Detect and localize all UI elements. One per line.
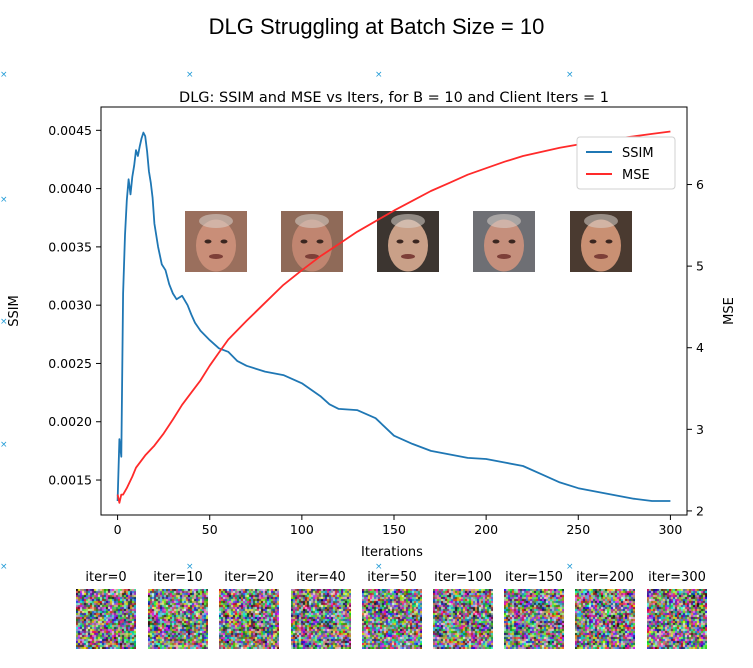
chart-lines bbox=[116, 130, 671, 504]
reconstruction-label: iter=40 bbox=[296, 570, 346, 585]
noise-reconstruction-image bbox=[575, 589, 635, 649]
x-tick-label: 250 bbox=[566, 522, 590, 537]
face-thumbnail-3 bbox=[377, 211, 439, 272]
reconstruction-label: iter=50 bbox=[367, 570, 417, 585]
face-thumbnail-5 bbox=[570, 211, 632, 272]
noise-reconstruction-image bbox=[362, 589, 422, 649]
reconstruction-label: iter=200 bbox=[576, 570, 634, 585]
y-axis-right-label: MSE bbox=[722, 297, 737, 325]
face-thumbnail-1 bbox=[185, 211, 247, 272]
x-tick-label: 50 bbox=[202, 522, 218, 537]
corner-marker: × bbox=[186, 562, 194, 572]
noise-reconstruction-image bbox=[219, 589, 279, 649]
y-left-tick-label: 0.0035 bbox=[48, 239, 92, 254]
x-tick-label: 0 bbox=[114, 522, 122, 537]
corner-marker: × bbox=[566, 70, 574, 80]
y-left-tick-label: 0.0040 bbox=[48, 181, 92, 196]
corner-marker: × bbox=[375, 562, 383, 572]
figure-title: DLG Struggling at Batch Size = 10 bbox=[208, 14, 545, 39]
face-thumbnails bbox=[185, 211, 632, 272]
y-right-tick-label: 4 bbox=[696, 340, 704, 355]
legend: SSIM MSE bbox=[576, 136, 676, 190]
reconstruction-label: iter=300 bbox=[648, 570, 706, 585]
reconstruction-label: iter=10 bbox=[153, 570, 203, 585]
y-right-tick-label: 6 bbox=[696, 177, 704, 192]
face-thumbnail-4 bbox=[473, 211, 535, 272]
legend-mse-label: MSE bbox=[622, 168, 650, 183]
x-tick-label: 100 bbox=[290, 522, 314, 537]
series-line-ssim bbox=[116, 131, 671, 502]
x-tick-label: 300 bbox=[658, 522, 682, 537]
legend-box bbox=[576, 136, 676, 190]
corner-marker: × bbox=[0, 70, 8, 80]
corner-marker: × bbox=[186, 70, 194, 80]
noise-reconstruction-image bbox=[504, 589, 564, 649]
y-axis-left-label: SSIM bbox=[7, 295, 22, 327]
y-right-tick-label: 2 bbox=[696, 503, 704, 518]
corner-marker: × bbox=[375, 70, 383, 80]
y-right-tick-label: 5 bbox=[696, 259, 704, 274]
x-tick-label: 150 bbox=[382, 522, 406, 537]
reconstruction-label: iter=150 bbox=[505, 570, 563, 585]
reconstruction-label: iter=0 bbox=[85, 570, 127, 585]
y-left-tick-label: 0.0025 bbox=[48, 356, 92, 371]
y-axis-right: 2 3 4 5 6 bbox=[687, 177, 704, 518]
reconstruction-label: iter=100 bbox=[434, 570, 492, 585]
y-left-tick-label: 0.0015 bbox=[48, 473, 92, 488]
y-left-tick-label: 0.0030 bbox=[48, 298, 92, 313]
corner-marker: × bbox=[0, 440, 8, 450]
noise-reconstruction-image bbox=[291, 589, 351, 649]
noise-reconstruction-image bbox=[647, 589, 707, 649]
y-axis-left: 0.0015 0.0020 0.0025 0.0030 0.0035 0.0040 0.00… bbox=[48, 123, 101, 488]
corner-marker: × bbox=[566, 562, 574, 572]
x-tick-label: 200 bbox=[474, 522, 498, 537]
corner-marker: × bbox=[0, 317, 8, 327]
chart-title: DLG: SSIM and MSE vs Iters, for B = 10 a… bbox=[179, 90, 609, 106]
y-right-tick-label: 3 bbox=[696, 422, 704, 437]
corner-marker: × bbox=[0, 562, 8, 572]
series-line-mse bbox=[116, 130, 671, 504]
x-axis-label: Iterations bbox=[361, 545, 423, 560]
noise-reconstruction-image bbox=[433, 589, 493, 649]
legend-ssim-label: SSIM bbox=[622, 146, 654, 161]
noise-reconstruction-image bbox=[148, 589, 208, 649]
y-left-tick-label: 0.0020 bbox=[48, 414, 92, 429]
y-left-tick-label: 0.0045 bbox=[48, 123, 92, 138]
x-axis: 0 50 100 150 200 250 300 bbox=[114, 515, 682, 537]
corner-marker: × bbox=[0, 195, 8, 205]
reconstruction-label: iter=20 bbox=[224, 570, 274, 585]
noise-reconstruction-image bbox=[76, 589, 136, 649]
